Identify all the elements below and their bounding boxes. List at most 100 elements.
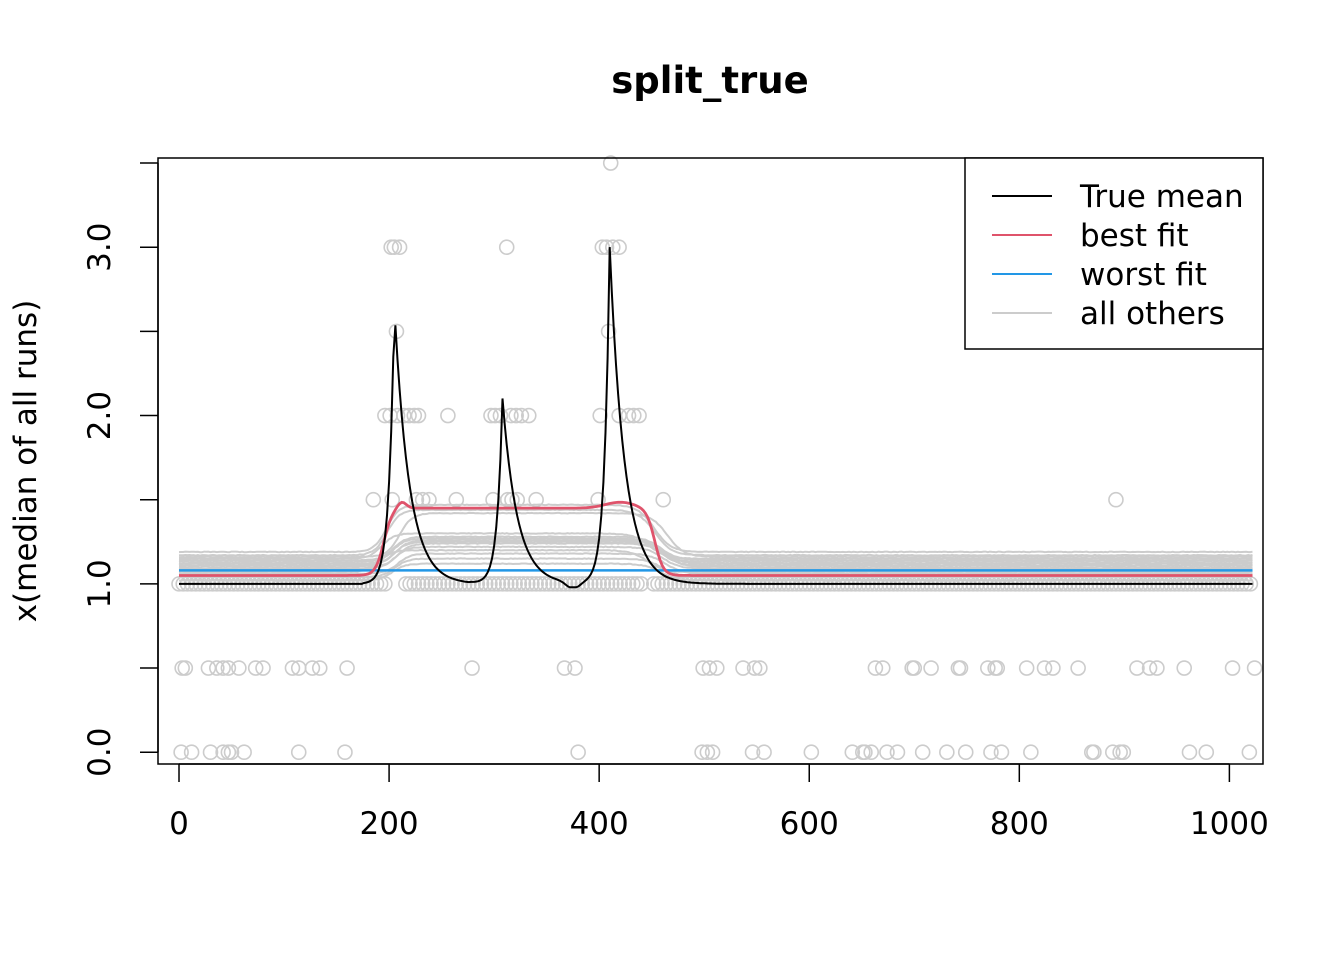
data-point bbox=[1176, 660, 1193, 676]
data-point bbox=[1149, 660, 1165, 676]
data-point bbox=[410, 576, 427, 592]
data-point bbox=[602, 155, 619, 171]
data-point bbox=[570, 576, 586, 592]
data-point bbox=[173, 744, 189, 761]
data-point bbox=[889, 744, 906, 761]
data-point bbox=[553, 576, 570, 592]
data-point bbox=[598, 239, 615, 256]
data-point bbox=[498, 576, 515, 592]
x-tick-label: 1000 bbox=[1190, 806, 1269, 842]
x-tick-label: 0 bbox=[169, 806, 189, 842]
data-point bbox=[1129, 660, 1145, 676]
x-tick-label: 200 bbox=[359, 806, 418, 842]
data-point bbox=[365, 491, 382, 508]
true-mean-line bbox=[179, 247, 1253, 589]
chart-title: split_true bbox=[611, 59, 808, 102]
data-point bbox=[1141, 660, 1158, 676]
series-lines bbox=[178, 247, 1253, 589]
data-point bbox=[490, 576, 507, 592]
data-point bbox=[574, 576, 591, 592]
legend-label: worst fit bbox=[1080, 257, 1207, 293]
data-point bbox=[492, 407, 509, 424]
data-point bbox=[701, 660, 718, 676]
data-point bbox=[857, 744, 873, 761]
plot-box bbox=[157, 157, 1264, 765]
data-point bbox=[629, 576, 645, 592]
data-point bbox=[435, 576, 452, 592]
data-point bbox=[570, 744, 586, 761]
data-point bbox=[867, 660, 884, 676]
y-axis-label: x(median of all runs) bbox=[8, 300, 44, 623]
data-point bbox=[223, 744, 240, 761]
data-point bbox=[803, 744, 820, 761]
data-point bbox=[284, 660, 301, 676]
data-point bbox=[620, 407, 637, 424]
data-point bbox=[1018, 660, 1035, 676]
data-point bbox=[624, 576, 641, 592]
data-point bbox=[290, 744, 307, 761]
data-point bbox=[616, 576, 633, 592]
data-point bbox=[1070, 660, 1086, 676]
data-point bbox=[599, 576, 616, 592]
data-point bbox=[494, 576, 511, 592]
data-point bbox=[631, 407, 647, 424]
data-point bbox=[532, 576, 549, 592]
others-fit-line bbox=[178, 511, 1253, 559]
data-point bbox=[431, 576, 448, 592]
data-point bbox=[1023, 744, 1039, 761]
data-point bbox=[1115, 744, 1132, 761]
data-point bbox=[756, 744, 772, 761]
data-point bbox=[508, 407, 524, 424]
y-tick-label: 3.0 bbox=[82, 223, 118, 272]
data-point bbox=[914, 744, 931, 761]
data-point bbox=[384, 491, 401, 508]
data-point bbox=[612, 576, 628, 592]
data-point bbox=[520, 407, 537, 424]
data-point bbox=[337, 744, 353, 761]
data-point bbox=[528, 576, 544, 592]
data-point bbox=[1108, 491, 1124, 508]
data-point bbox=[578, 576, 595, 592]
data-point bbox=[464, 660, 480, 676]
data-point bbox=[556, 660, 573, 676]
data-point bbox=[735, 660, 751, 676]
data-point bbox=[608, 576, 624, 592]
data-point bbox=[595, 576, 612, 592]
x-tick-label: 400 bbox=[570, 806, 629, 842]
legend-label: all others bbox=[1080, 296, 1225, 332]
data-point bbox=[704, 744, 721, 761]
data-point bbox=[844, 744, 861, 761]
data-point bbox=[611, 239, 627, 256]
data-point bbox=[980, 660, 996, 676]
data-point bbox=[752, 660, 768, 676]
data-point bbox=[483, 407, 499, 424]
data-point bbox=[311, 660, 328, 676]
data-point bbox=[863, 744, 880, 761]
y-tick-label: 0.0 bbox=[82, 728, 118, 777]
data-point bbox=[879, 744, 895, 761]
data-point bbox=[906, 660, 923, 676]
data-point bbox=[536, 576, 553, 592]
others-fit-line bbox=[178, 552, 1253, 576]
data-point bbox=[989, 660, 1006, 676]
data-point bbox=[440, 407, 456, 424]
data-point bbox=[398, 576, 414, 592]
data-point bbox=[414, 576, 431, 592]
y-tick-label: 1.0 bbox=[82, 559, 118, 608]
data-point bbox=[939, 744, 955, 761]
data-point bbox=[507, 576, 523, 592]
data-point bbox=[746, 660, 763, 676]
data-point bbox=[620, 576, 637, 592]
data-point bbox=[567, 660, 583, 676]
data-point bbox=[699, 744, 716, 761]
data-point bbox=[557, 576, 574, 592]
data-point bbox=[372, 576, 389, 592]
data-point bbox=[675, 576, 691, 592]
data-point bbox=[582, 576, 599, 592]
others-fit-line bbox=[178, 540, 1253, 567]
data-point bbox=[452, 576, 469, 592]
data-point bbox=[654, 576, 670, 592]
legend-box bbox=[964, 157, 1264, 350]
